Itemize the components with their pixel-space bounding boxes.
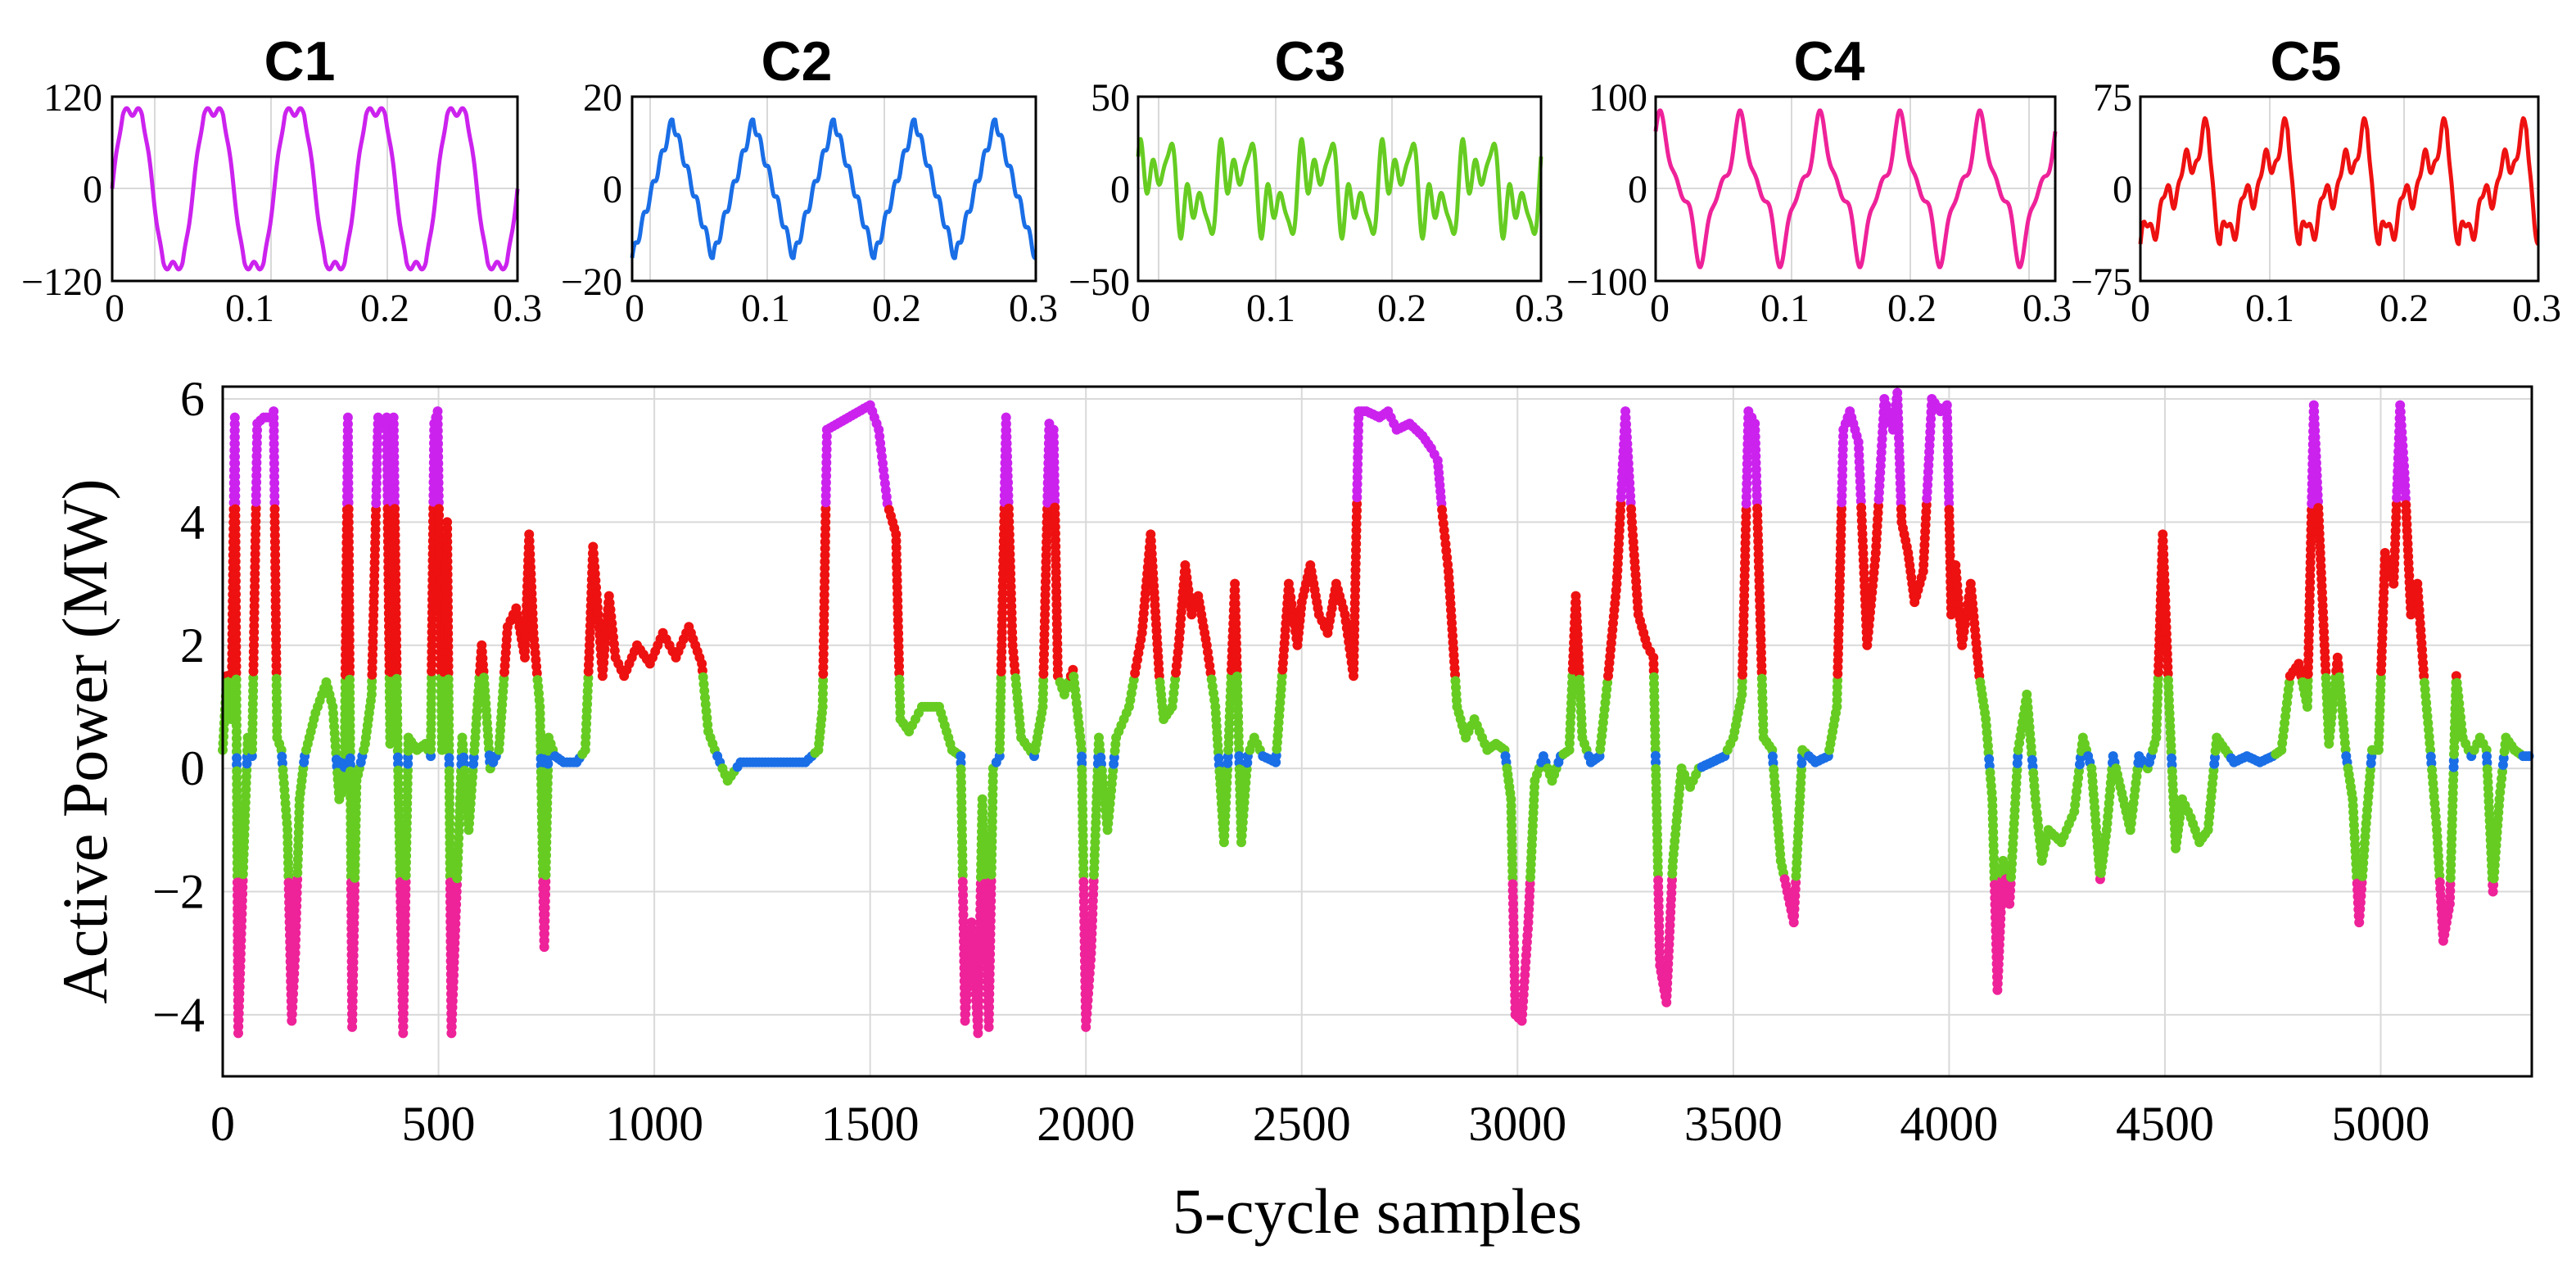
main-xtick-6: 3000 <box>1468 1097 1566 1151</box>
main-xtick-1: 500 <box>402 1097 476 1151</box>
main-ytick-0: 6 <box>180 372 205 426</box>
panel-c3-xtick-0: 0 <box>1131 287 1150 330</box>
panel-c4-xtick-2: 0.2 <box>1887 287 1937 330</box>
panel-c3-xtick-2: 0.2 <box>1377 287 1426 330</box>
panel-c1-ytick-top: 120 <box>43 76 102 120</box>
panel-c2-ytick-mid: 0 <box>603 168 622 211</box>
panel-c1-xtick-1: 0.1 <box>225 287 274 330</box>
panel-c1-xtick-3: 0.3 <box>493 287 542 330</box>
panel-c5-ytick-mid: 0 <box>2113 168 2132 211</box>
panel-c5-xtick-2: 0.2 <box>2379 287 2429 330</box>
panel-c5: C5 75 0 −75 0 0.1 0.2 0.3 <box>2071 30 2561 330</box>
main-ytick-5: −4 <box>152 988 205 1042</box>
panel-c4-axes-box <box>1654 95 2057 283</box>
main-ytick-2: 2 <box>180 618 205 672</box>
panel-c1-xtick-0: 0 <box>105 287 124 330</box>
panel-c3: C3 50 0 −50 0 0.1 0.2 0.3 <box>1069 30 1564 330</box>
panel-c2-axes-box <box>630 95 1037 283</box>
panel-c4-xtick-0: 0 <box>1650 287 1670 330</box>
main-ytick-4: −2 <box>152 864 205 918</box>
panel-c5-xtick-1: 0.1 <box>2245 287 2294 330</box>
main-xtick-0: 0 <box>210 1097 235 1151</box>
panel-c4-xtick-1: 0.1 <box>1760 287 1810 330</box>
panel-c4-ytick-top: 100 <box>1589 76 1647 120</box>
panel-c3-ytick-bottom: −50 <box>1069 260 1130 304</box>
panel-c3-ytick-top: 50 <box>1091 76 1130 120</box>
panel-c1-ytick-mid: 0 <box>83 168 102 211</box>
panel-c3-xtick-3: 0.3 <box>1515 287 1564 330</box>
panel-c3-xtick-1: 0.1 <box>1246 287 1295 330</box>
main-y-axis-label: Active Power (MW) <box>49 478 120 1003</box>
main-series-markers <box>218 387 2534 1039</box>
panel-c4-title: C4 <box>1794 30 1865 93</box>
main-xtick-3: 1500 <box>821 1097 920 1151</box>
main-gridlines <box>223 387 2532 1076</box>
panel-c2-ytick-bottom: −20 <box>561 260 622 304</box>
panel-c2: C2 20 0 −20 0 0.1 0.2 0.3 <box>561 30 1058 330</box>
panel-c4-ytick-mid: 0 <box>1628 168 1647 211</box>
panel-c3-ytick-mid: 0 <box>1110 168 1130 211</box>
panel-c2-xtick-2: 0.2 <box>872 287 921 330</box>
main-xtick-5: 2500 <box>1253 1097 1351 1151</box>
panel-c1-ytick-bottom: −120 <box>21 260 102 304</box>
panel-c5-xtick-0: 0 <box>2131 287 2150 330</box>
panel-c4: C4 100 0 −100 0 0.1 0.2 0.3 <box>1566 30 2072 330</box>
main-ytick-3: 0 <box>180 741 205 795</box>
panel-c5-ytick-top: 75 <box>2093 76 2132 120</box>
main-xtick-2: 1000 <box>605 1097 703 1151</box>
main-xtick-8: 4000 <box>1900 1097 1998 1151</box>
panel-c1-waveform <box>110 106 520 272</box>
panel-c1-xtick-2: 0.2 <box>360 287 409 330</box>
main-series-line <box>221 392 2532 1034</box>
main-xtick-9: 4500 <box>2116 1097 2214 1151</box>
panel-c2-xtick-0: 0 <box>625 287 644 330</box>
panel-c3-title: C3 <box>1275 30 1346 93</box>
main-xtick-4: 2000 <box>1037 1097 1135 1151</box>
panel-c1-axes-box <box>111 95 519 283</box>
panel-c5-waveform <box>2138 115 2540 247</box>
panel-c5-title: C5 <box>2271 30 2342 93</box>
panel-c2-ytick-top: 20 <box>583 76 622 120</box>
panel-c2-waveform <box>630 117 1037 260</box>
main-axes-box <box>221 385 2533 1078</box>
panel-c2-xtick-3: 0.3 <box>1009 287 1058 330</box>
panel-c4-waveform <box>1653 108 2058 269</box>
main-xtick-10: 5000 <box>2332 1097 2430 1151</box>
main-panel: 0 500 1000 1500 2000 2500 3000 3500 4000 4500 5000… <box>49 372 2534 1247</box>
panel-c2-title: C2 <box>762 30 833 93</box>
panel-c2-xtick-1: 0.1 <box>741 287 790 330</box>
panel-c5-xtick-3: 0.3 <box>2512 287 2561 330</box>
panel-c5-ytick-bottom: −75 <box>2071 260 2132 304</box>
panel-c3-axes-box <box>1137 95 1543 283</box>
panel-c1: C1 120 0 −120 0 0.1 0.2 0.3 <box>21 30 542 330</box>
panel-c3-waveform <box>1136 137 1543 241</box>
main-xtick-7: 3500 <box>1684 1097 1783 1151</box>
main-ytick-1: 4 <box>180 495 205 549</box>
panel-c4-ytick-bottom: −100 <box>1566 260 1647 304</box>
panel-c1-title: C1 <box>264 30 336 93</box>
main-x-axis-label: 5-cycle samples <box>1173 1175 1582 1247</box>
panel-c5-axes-box <box>2139 95 2540 283</box>
panel-c4-xtick-3: 0.3 <box>2022 287 2072 330</box>
